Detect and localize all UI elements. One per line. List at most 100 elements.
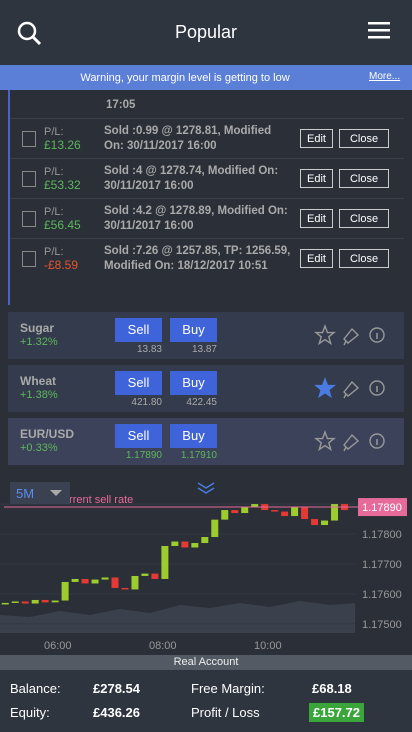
x-tick-label: 10:00: [254, 640, 282, 652]
info-icon: [369, 380, 385, 396]
edit-button[interactable]: Edit: [300, 129, 333, 148]
favorite-star[interactable]: [314, 377, 336, 399]
y-tick-label: 1.17700: [362, 559, 402, 571]
account-value: £157.72: [309, 703, 364, 722]
expand-chevron[interactable]: [197, 482, 215, 494]
warning-bar: Warning, your margin level is getting to…: [0, 65, 412, 90]
favorite-star[interactable]: [314, 324, 336, 346]
info-icon: [369, 433, 385, 449]
info-icon: [369, 327, 385, 343]
market-change: +0.33%: [20, 442, 58, 454]
x-tick-label: 08:00: [149, 640, 177, 652]
market-name: Sugar: [20, 321, 55, 335]
sell-button[interactable]: Sell: [115, 318, 162, 342]
order-icon: [22, 130, 36, 147]
account-panel: Real Account Balance: £278.54 Free Margin:…: [0, 655, 412, 732]
buy-button[interactable]: Buy: [170, 318, 217, 342]
candle-body: [271, 510, 279, 512]
sell-price: 1.17890: [125, 450, 162, 461]
candle-body: [141, 573, 149, 576]
edit-button[interactable]: Edit: [300, 249, 333, 268]
pl-value: -£8.59: [44, 257, 79, 272]
alert-icon: [343, 327, 360, 346]
search-icon[interactable]: [16, 20, 42, 46]
candle-body: [251, 504, 259, 508]
account-label: Profit / Loss: [191, 705, 260, 720]
y-tick-label: 1.17500: [362, 619, 402, 631]
candle-body: [171, 541, 179, 547]
order-icon: [22, 210, 36, 227]
order-detail: Sold :4.2 @ 1278.89, Modified On: 30/11/…: [104, 204, 288, 232]
account-value: £278.54: [93, 681, 140, 696]
close-button[interactable]: Close: [338, 169, 390, 188]
order-row: P/L: £13.26 Sold :0.99 @ 1278.81, Modified…: [10, 118, 404, 158]
pl-block: P/L: £53.32: [44, 166, 104, 192]
menu-icon[interactable]: [368, 22, 392, 40]
pl-value: £13.26: [44, 137, 81, 152]
sell-rate-caption: Current sell rate: [55, 494, 133, 506]
sell-button[interactable]: Sell: [115, 424, 162, 448]
y-tick-label: 1.17800: [362, 529, 402, 541]
close-button[interactable]: Close: [338, 209, 390, 228]
market-change: +1.32%: [20, 336, 58, 348]
x-tick-label: 06:00: [44, 640, 72, 652]
order-detail: Sold :0.99 @ 1278.81, Modified On: 30/11…: [104, 124, 272, 152]
candle-body: [151, 573, 159, 579]
market-name: EUR/USD: [20, 427, 75, 441]
candle-body: [121, 587, 129, 590]
market-actions: [314, 377, 385, 399]
buy-price: 422.45: [186, 397, 217, 408]
sell-rate-value: 1.17890: [362, 502, 402, 514]
account-value: £68.18: [312, 681, 352, 696]
more-link[interactable]: More...: [369, 71, 401, 82]
account-value: £436.26: [93, 705, 140, 720]
pl-label: P/L:: [44, 165, 64, 178]
candle-body: [221, 510, 229, 520]
close-button[interactable]: Close: [338, 129, 390, 148]
order-time: 17:05: [106, 99, 136, 111]
buy-button[interactable]: Buy: [170, 371, 217, 395]
order-icon: [22, 170, 36, 187]
buy-button[interactable]: Buy: [170, 424, 217, 448]
pl-label: P/L:: [44, 125, 64, 138]
market-name: Wheat: [20, 374, 56, 388]
order-row: P/L: -£8.59 Sold :7.26 @ 1257.85, TP: 1256…: [10, 238, 404, 278]
alert-icon: [343, 380, 360, 399]
order-row: P/L: £53.32 Sold :4 @ 1278.74, Modified On…: [10, 158, 404, 198]
pl-value: £53.32: [44, 177, 81, 192]
candle-body: [91, 579, 99, 584]
candle-body: [301, 507, 309, 520]
edit-button[interactable]: Edit: [300, 209, 333, 228]
pl-block: P/L: -£8.59: [44, 246, 104, 272]
candle-body: [101, 577, 109, 580]
partial-row: 17:05: [10, 90, 404, 118]
dropdown-arrow: [50, 490, 62, 496]
edit-button[interactable]: Edit: [300, 169, 333, 188]
order-detail: Sold :4 @ 1278.74, Modified On: 30/11/20…: [104, 164, 279, 192]
account-label: Free Margin:: [191, 681, 265, 696]
timeframe-select[interactable]: 5M: [10, 482, 70, 504]
candle-body: [331, 504, 339, 521]
order-icon: [22, 250, 36, 267]
order-detail: Sold :7.26 @ 1257.85, TP: 1256.59, Modif…: [104, 244, 291, 272]
page-title: Popular: [174, 22, 238, 42]
pl-label: P/L:: [44, 245, 64, 258]
candle-body: [161, 546, 169, 579]
sell-button[interactable]: Sell: [115, 371, 162, 395]
favorite-star[interactable]: [314, 430, 336, 452]
close-button[interactable]: Close: [338, 249, 390, 268]
market-change: +1.38%: [20, 389, 58, 401]
top-bar: Popular: [0, 0, 412, 65]
volume-area: [0, 601, 355, 633]
candle-body: [71, 578, 79, 582]
candle-body: [131, 575, 139, 590]
candle-body: [11, 601, 19, 603]
market-row: Sugar +1.32% Sell Buy 13.83 13.87: [8, 312, 404, 359]
candle-body: [51, 600, 59, 603]
candle-body: [241, 507, 249, 514]
price-chart: 1.179001.178001.177001.176001.1750006:00…: [0, 475, 412, 655]
warning-text: Warning, your margin level is getting to…: [80, 72, 290, 84]
market-actions: [314, 430, 385, 452]
candle-body: [31, 599, 39, 604]
market-row: EUR/USD +0.33% Sell Buy 1.17890 1.17910: [8, 418, 404, 465]
